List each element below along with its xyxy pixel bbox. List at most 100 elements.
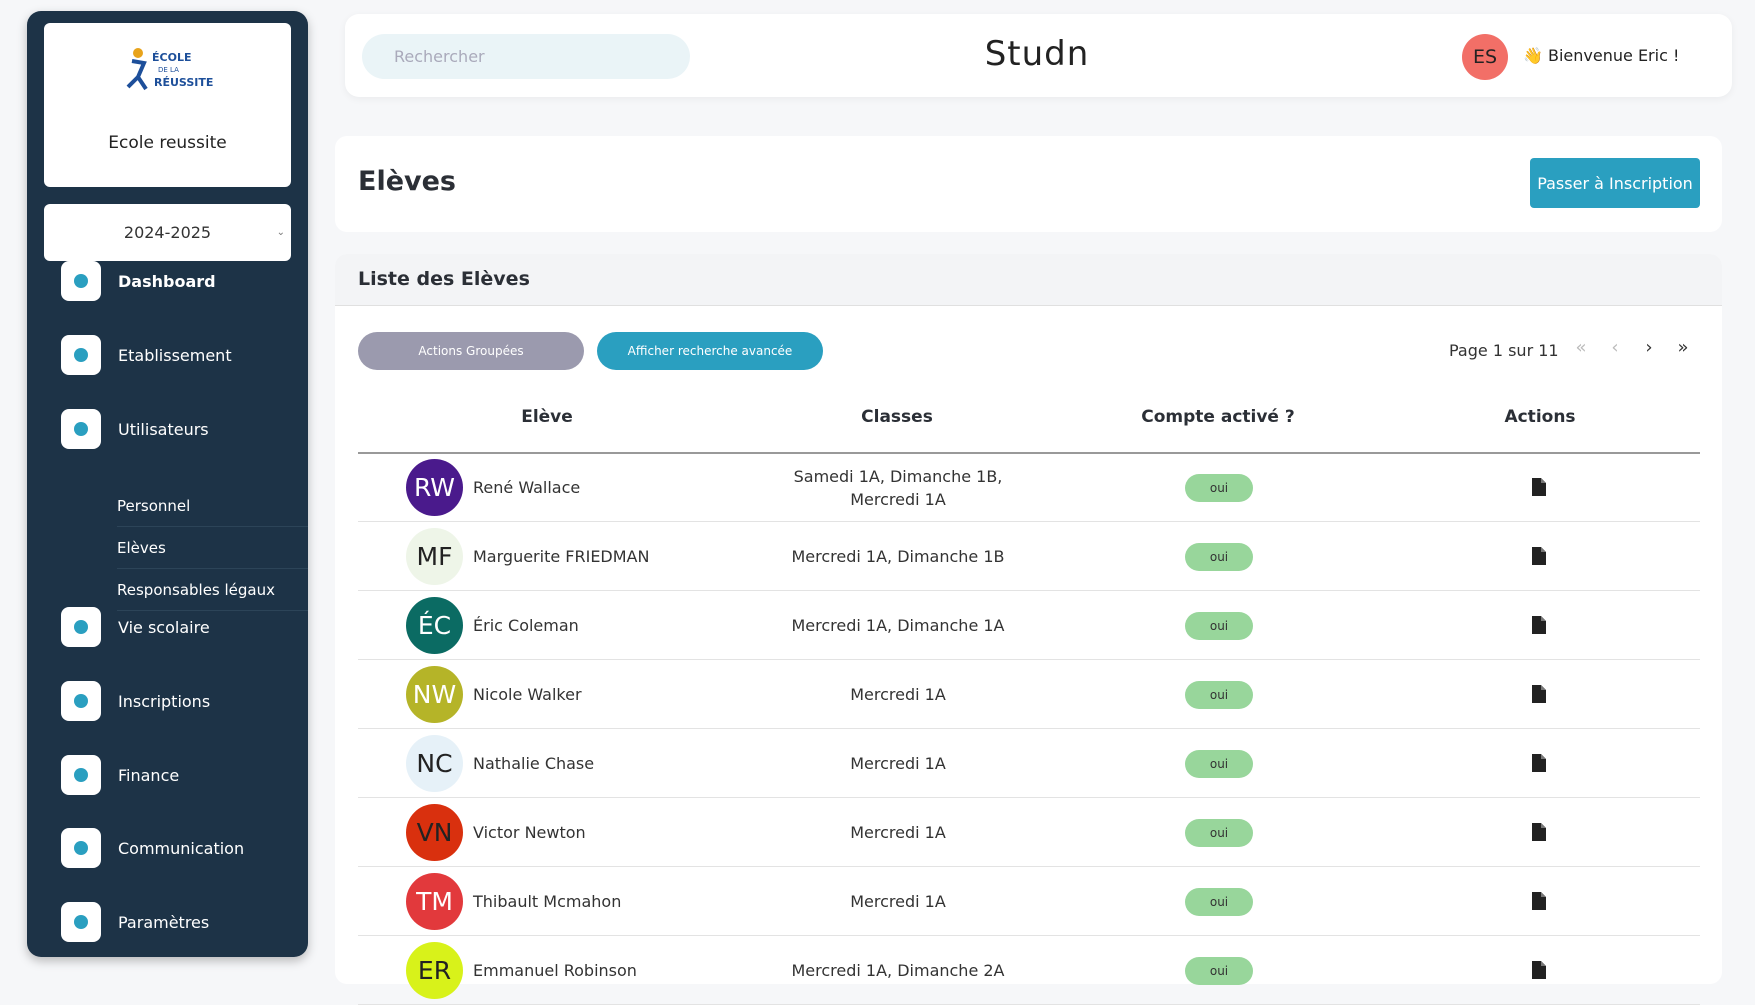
student-name[interactable]: Éric Coleman xyxy=(473,616,579,635)
student-classes: Mercredi 1A, Dimanche 1B xyxy=(791,547,1005,566)
table-row: NC Nathalie Chase Mercredi 1A oui xyxy=(358,729,1700,798)
icon-glyph xyxy=(74,422,88,436)
logo-text: DE LA xyxy=(158,66,179,74)
year-value: 2024-2025 xyxy=(123,223,212,242)
menu-item[interactable]: Etablissement xyxy=(61,335,232,375)
menu-item[interactable]: Communication xyxy=(61,828,244,868)
icon-glyph xyxy=(74,694,88,708)
menu-item[interactable]: Dashboard xyxy=(61,261,216,301)
school-card: ÉCOLE DE LA RÉUSSITE Ecole reussite xyxy=(44,23,291,187)
school-logo: ÉCOLE DE LA RÉUSSITE xyxy=(126,48,213,91)
column-header: Actions xyxy=(1504,407,1576,427)
list-card: Liste des Elèves xyxy=(335,254,1722,984)
document-action[interactable] xyxy=(1532,616,1546,638)
group-actions-button[interactable]: Actions Groupées xyxy=(358,332,584,370)
menu-icon xyxy=(61,902,101,942)
submenu-item[interactable]: Responsables légaux xyxy=(117,569,308,611)
menu-label: Inscriptions xyxy=(118,691,211,711)
menu-icon xyxy=(61,828,101,868)
document-action[interactable] xyxy=(1532,547,1546,569)
menu-icon xyxy=(61,409,101,449)
menu-label: Dashboard xyxy=(118,271,216,291)
page-header: Elèves Passer à Inscription xyxy=(335,136,1722,232)
menu-item[interactable]: Finance xyxy=(61,755,179,795)
search-input[interactable]: Rechercher xyxy=(362,34,690,79)
student-classes: Mercredi 1A xyxy=(850,892,946,911)
menu-label: Vie scolaire xyxy=(118,617,210,637)
student-classes: Mercredi 1A, Dimanche 1A xyxy=(791,616,1005,635)
menu-label: Communication xyxy=(118,838,245,858)
icon-glyph xyxy=(74,841,88,855)
menu-label: Finance xyxy=(118,765,180,785)
column-header: Classes xyxy=(861,407,933,427)
list-header xyxy=(335,254,1722,306)
account-status: oui xyxy=(1185,612,1253,640)
student-avatar: MF xyxy=(406,528,463,585)
pagination-control[interactable]: › xyxy=(1645,337,1653,358)
student-avatar: TM xyxy=(406,873,463,930)
advanced-search-button[interactable]: Afficher recherche avancée xyxy=(597,332,823,370)
school-name: Ecole reussite xyxy=(108,133,227,153)
submenu-item[interactable]: Personnel xyxy=(117,485,308,527)
pagination-control[interactable]: » xyxy=(1677,337,1689,358)
student-name[interactable]: Victor Newton xyxy=(473,823,586,842)
menu-item[interactable]: Utilisateurs xyxy=(61,409,209,449)
student-name[interactable]: René Wallace xyxy=(473,478,581,497)
student-avatar: VN xyxy=(406,804,463,861)
table-row: TM Thibault Mcmahon Mercredi 1A oui xyxy=(358,867,1700,936)
document-action[interactable] xyxy=(1532,754,1546,776)
account-status: oui xyxy=(1185,543,1253,571)
icon-glyph xyxy=(74,348,88,362)
document-action[interactable] xyxy=(1532,892,1546,914)
table-row: ÉC Éric Coleman Mercredi 1A, Dimanche 1A ou… xyxy=(358,591,1700,660)
pagination-control[interactable]: ‹ xyxy=(1611,337,1619,358)
year-select[interactable]: 2024-2025 ⌄ xyxy=(44,204,291,261)
page-title: Elèves xyxy=(358,166,456,197)
document-action[interactable] xyxy=(1532,961,1546,983)
icon-glyph xyxy=(74,274,88,288)
menu-label: Etablissement xyxy=(118,345,232,365)
sidebar: ÉCOLE DE LA RÉUSSITE Ecole reussite 2024… xyxy=(27,11,308,957)
account-status: oui xyxy=(1185,750,1253,778)
student-name[interactable]: Emmanuel Robinson xyxy=(473,961,637,980)
icon-glyph xyxy=(74,620,88,634)
student-classes: Mercredi 1A, Dimanche 2A xyxy=(791,961,1005,980)
student-avatar: NW xyxy=(406,666,463,723)
menu-icon xyxy=(61,607,101,647)
pagination-control[interactable]: « xyxy=(1575,337,1587,358)
student-avatar: ER xyxy=(406,942,463,999)
student-classes: Mercredi 1A xyxy=(850,823,946,842)
student-avatar: ÉC xyxy=(406,597,463,654)
topbar: Rechercher Studn ES 👋 Bienvenue Eric ! xyxy=(345,14,1732,97)
menu-item[interactable]: Paramètres xyxy=(61,902,209,942)
submenu-item[interactable]: Elèves xyxy=(117,527,308,569)
column-header: Compte activé ? xyxy=(1141,407,1295,427)
logo-text: RÉUSSITE xyxy=(154,76,213,89)
student-classes: Samedi 1A, Dimanche 1B, Mercredi 1A xyxy=(793,466,1003,509)
account-status: oui xyxy=(1185,819,1253,847)
student-avatar: NC xyxy=(406,735,463,792)
brand-logo[interactable]: Studn xyxy=(984,34,1090,74)
student-name[interactable]: Thibault Mcmahon xyxy=(473,892,622,911)
menu-item[interactable]: Vie scolaire xyxy=(61,607,210,647)
column-header: Elève xyxy=(521,407,573,427)
document-action[interactable] xyxy=(1532,823,1546,845)
menu-item[interactable]: Inscriptions xyxy=(61,681,210,721)
student-name[interactable]: Marguerite FRIEDMAN xyxy=(473,547,650,566)
document-action[interactable] xyxy=(1532,685,1546,707)
student-name[interactable]: Nathalie Chase xyxy=(473,754,595,773)
table-row: NW Nicole Walker Mercredi 1A oui xyxy=(358,660,1700,729)
menu-icon xyxy=(61,681,101,721)
greeting: 👋 Bienvenue Eric ! xyxy=(1523,46,1680,65)
inscription-button[interactable]: Passer à Inscription xyxy=(1530,158,1700,208)
user-avatar[interactable]: ES xyxy=(1462,34,1508,80)
menu-label: Paramètres xyxy=(118,912,210,932)
pagination-label: Page 1 sur 11 xyxy=(1449,341,1559,360)
student-name[interactable]: Nicole Walker xyxy=(473,685,582,704)
table-row: ER Emmanuel Robinson Mercredi 1A, Dimanche… xyxy=(358,936,1700,1005)
student-avatar: RW xyxy=(406,459,463,516)
account-status: oui xyxy=(1185,888,1253,916)
page: ÉCOLE DE LA RÉUSSITE Ecole reussite 2024… xyxy=(27,11,1732,1005)
document-action[interactable] xyxy=(1532,478,1546,500)
account-status: oui xyxy=(1185,681,1253,709)
